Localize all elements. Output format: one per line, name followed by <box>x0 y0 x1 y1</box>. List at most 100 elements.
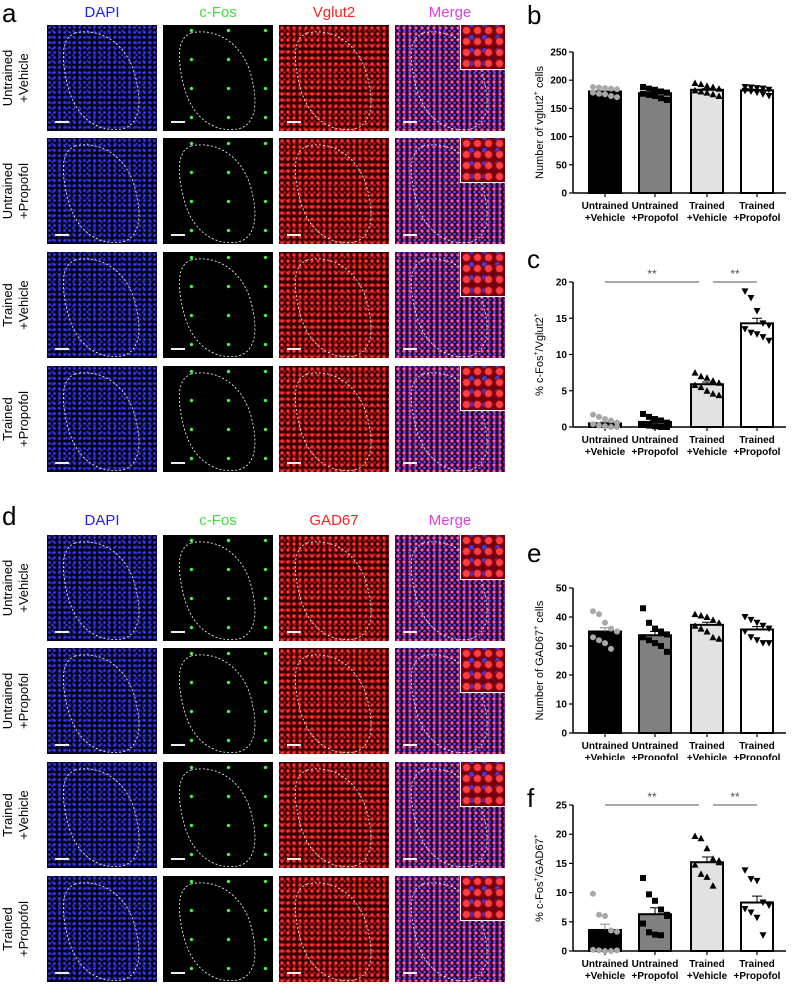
significance-label: ** <box>647 267 657 281</box>
category-label: Untrained <box>632 435 679 446</box>
data-point <box>709 633 717 641</box>
micrograph-dapi <box>47 648 157 754</box>
data-point <box>608 92 614 99</box>
y-tick-label: 40 <box>556 613 568 624</box>
category-label: Trained <box>689 435 725 446</box>
data-point <box>658 643 664 649</box>
data-point <box>759 85 767 93</box>
panel-label-e: e <box>527 538 542 568</box>
data-point <box>652 640 658 647</box>
micrograph-dapi <box>47 25 157 131</box>
y-tick-label: 25 <box>556 801 568 812</box>
region-outline <box>178 372 256 472</box>
y-axis-label: Number of GAD67+ cells <box>533 600 546 720</box>
data-point <box>747 329 755 337</box>
data-point <box>640 920 646 927</box>
micrograph-marker <box>279 366 389 472</box>
micrograph-cfos <box>163 252 273 358</box>
y-tick-label: 10 <box>556 350 568 361</box>
significance-label: ** <box>647 790 657 804</box>
y-tick-label: 5 <box>561 917 567 928</box>
data-point <box>646 85 652 92</box>
significance-label: ** <box>730 790 740 804</box>
data-point <box>640 83 646 90</box>
data-point <box>608 85 614 92</box>
y-tick-label: 20 <box>556 671 568 682</box>
y-axis-label: % c-Fos+/Vglut2+ <box>533 313 546 396</box>
data-point <box>596 911 602 918</box>
region-outline <box>62 258 140 358</box>
y-tick-label: 50 <box>556 160 568 171</box>
scale-bar <box>287 744 301 746</box>
y-tick-label: 250 <box>550 48 567 59</box>
data-point <box>741 905 749 913</box>
data-point <box>709 616 717 623</box>
data-point <box>753 89 761 97</box>
zoom-inset <box>460 252 505 297</box>
data-point <box>715 391 723 399</box>
region-outline <box>294 654 372 754</box>
row-label-line: Trained <box>0 793 15 837</box>
column-header-merge: Merge <box>428 512 472 529</box>
bar <box>638 92 672 194</box>
data-point <box>697 372 705 380</box>
y-label-part: % c-Fos <box>534 881 546 922</box>
row-label-line: +Propofol <box>16 391 31 448</box>
y-label-part: + <box>533 91 540 95</box>
column-header-marker: GAD67 <box>309 512 359 529</box>
column-header-cfos: c-Fos <box>199 4 237 21</box>
y-tick-label: 0 <box>561 189 567 200</box>
region-outline <box>294 768 372 868</box>
y-tick-label: 5 <box>561 386 567 397</box>
micrograph-merge <box>395 252 505 358</box>
region-outline <box>62 768 140 868</box>
data-point <box>596 90 602 97</box>
data-point <box>640 605 646 612</box>
data-point <box>608 645 614 652</box>
scale-bar <box>55 462 69 464</box>
data-point <box>747 909 755 916</box>
scale-bar <box>403 858 417 860</box>
category-label: +Propofol <box>734 753 781 760</box>
micrograph-dapi <box>47 535 157 641</box>
category-label: +Propofol <box>632 753 679 760</box>
data-point <box>691 610 699 618</box>
row-label-line: +Propofol <box>16 901 31 958</box>
data-point <box>602 416 608 423</box>
data-point <box>765 640 773 647</box>
row-label-line: +Vehicle <box>16 280 31 330</box>
data-point <box>703 374 711 381</box>
scale-bar <box>55 858 69 860</box>
region-outline <box>178 541 256 641</box>
category-label: Trained <box>739 201 775 212</box>
data-point <box>753 914 761 922</box>
data-point <box>602 85 608 92</box>
panel-label-b: b <box>527 0 542 30</box>
data-point <box>691 86 699 94</box>
data-point <box>664 631 670 638</box>
y-tick-label: 20 <box>556 830 568 841</box>
category-label: Untrained <box>632 201 679 212</box>
data-point <box>715 856 723 864</box>
y-tick-label: 100 <box>550 132 567 143</box>
category-label: Untrained <box>582 435 629 446</box>
data-point <box>590 890 596 897</box>
data-point <box>652 625 658 632</box>
data-point <box>753 619 761 627</box>
y-label-part: /GAD67 <box>534 838 546 877</box>
data-point <box>652 416 658 423</box>
data-point <box>741 628 749 635</box>
data-point <box>697 612 705 619</box>
scale-bar <box>403 348 417 350</box>
data-point <box>664 424 670 430</box>
region-outline <box>62 541 140 641</box>
region-outline <box>410 541 488 641</box>
micrograph-cfos <box>163 762 273 868</box>
data-point <box>590 83 596 90</box>
data-point <box>658 906 664 913</box>
data-point <box>759 932 767 939</box>
panel-label-d: d <box>2 501 17 531</box>
data-point <box>664 648 670 655</box>
data-point <box>715 619 723 626</box>
scale-bar <box>403 744 417 746</box>
